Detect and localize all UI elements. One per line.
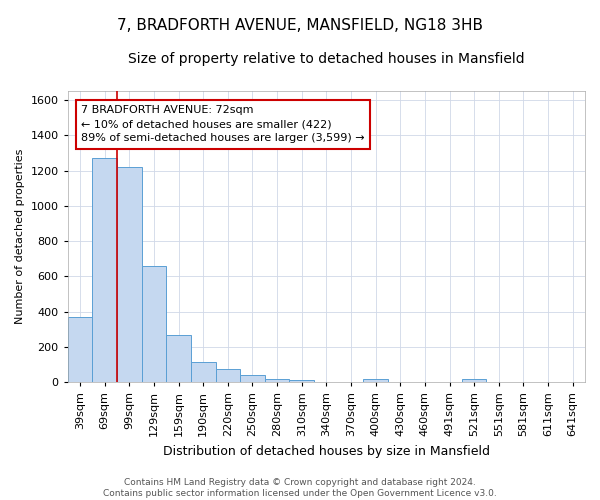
Bar (92, 158, 117, 382)
Bar (166, 334, 191, 382)
Text: Contains HM Land Registry data © Crown copyright and database right 2024.
Contai: Contains HM Land Registry data © Crown c… (103, 478, 497, 498)
X-axis label: Distribution of detached houses by size in Mansfield: Distribution of detached houses by size … (163, 444, 490, 458)
Text: 7, BRADFORTH AVENUE, MANSFIELD, NG18 3HB: 7, BRADFORTH AVENUE, MANSFIELD, NG18 3HB (117, 18, 483, 32)
Title: Size of property relative to detached houses in Mansfield: Size of property relative to detached ho… (128, 52, 524, 66)
Bar (364, 378, 388, 382)
Bar (265, 380, 289, 382)
Bar (117, 167, 142, 382)
Y-axis label: Number of detached properties: Number of detached properties (15, 149, 25, 324)
Bar (191, 362, 215, 382)
Bar (68, 317, 92, 382)
Bar (240, 375, 265, 382)
Text: 7 BRADFORTH AVENUE: 72sqm
← 10% of detached houses are smaller (422)
89% of semi: 7 BRADFORTH AVENUE: 72sqm ← 10% of detac… (81, 106, 365, 144)
Bar (462, 378, 487, 382)
Bar (215, 369, 240, 382)
Bar (289, 380, 314, 382)
Bar (142, 266, 166, 382)
